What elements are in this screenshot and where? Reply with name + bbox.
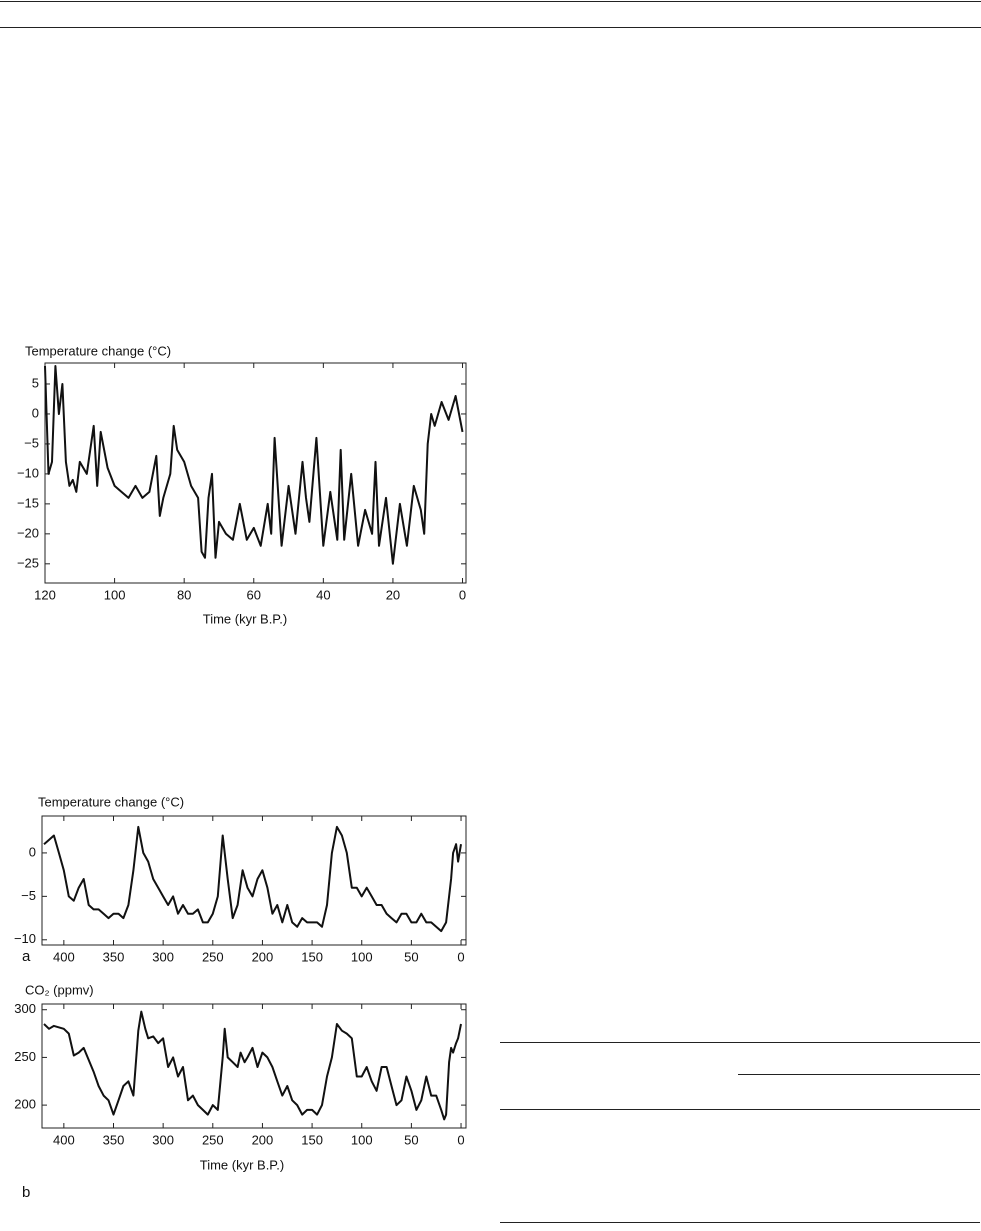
x-tick-label: 300	[152, 949, 174, 964]
x-tick-label: 250	[202, 1132, 224, 1147]
x-axis-label: Time (kyr B.P.)	[203, 611, 288, 626]
x-tick-label: 20	[386, 587, 400, 602]
x-tick-label: 300	[152, 1132, 174, 1147]
y-tick-label: 0	[32, 405, 39, 420]
y-tick-label: 300	[14, 1001, 36, 1016]
x-tick-label: 80	[177, 587, 191, 602]
y-tick-label: −25	[17, 555, 39, 570]
x-tick-label: 350	[103, 1132, 125, 1147]
plot-frame	[41, 815, 467, 946]
x-tick-label: 100	[351, 1132, 373, 1147]
axis-title: Temperature change (°C)	[25, 343, 171, 358]
x-tick-label: 50	[404, 949, 418, 964]
x-tick-label: 0	[457, 949, 464, 964]
y-tick-label: −5	[24, 435, 39, 450]
plot-frame	[41, 1003, 467, 1129]
y-tick-label: −15	[17, 495, 39, 510]
x-tick-label: 150	[301, 1132, 323, 1147]
x-tick-label: 400	[53, 949, 75, 964]
y-tick-label: 200	[14, 1097, 36, 1112]
x-tick-label: 100	[104, 587, 126, 602]
x-tick-label: 50	[404, 1132, 418, 1147]
x-tick-label: 250	[202, 949, 224, 964]
x-tick-label: 150	[301, 949, 323, 964]
y-tick-label: −10	[17, 465, 39, 480]
x-tick-label: 0	[459, 587, 466, 602]
data-line	[43, 1010, 462, 1121]
x-tick-label: 350	[103, 949, 125, 964]
x-tick-label: 40	[316, 587, 330, 602]
y-tick-label: −5	[21, 888, 36, 903]
x-tick-label: 100	[351, 949, 373, 964]
x-axis-label: Time (kyr B.P.)	[200, 1157, 285, 1172]
x-tick-label: 200	[252, 1132, 274, 1147]
x-tick-label: 0	[457, 1132, 464, 1147]
x-tick-label: 120	[34, 587, 56, 602]
y-tick-label: −20	[17, 525, 39, 540]
axis-title: Temperature change (°C)	[38, 794, 184, 809]
axis-title: CO₂ (ppmv)	[25, 982, 94, 997]
x-tick-label: 200	[252, 949, 274, 964]
panel-label: a	[22, 948, 31, 965]
panel-label: b	[22, 1184, 30, 1201]
plot-frame	[44, 362, 467, 584]
y-tick-label: −10	[14, 931, 36, 946]
x-tick-label: 400	[53, 1132, 75, 1147]
x-tick-label: 60	[247, 587, 261, 602]
y-tick-label: 0	[29, 844, 36, 859]
y-tick-label: 250	[14, 1049, 36, 1064]
data-line	[43, 825, 462, 933]
y-tick-label: 5	[32, 375, 39, 390]
data-line	[44, 365, 464, 565]
